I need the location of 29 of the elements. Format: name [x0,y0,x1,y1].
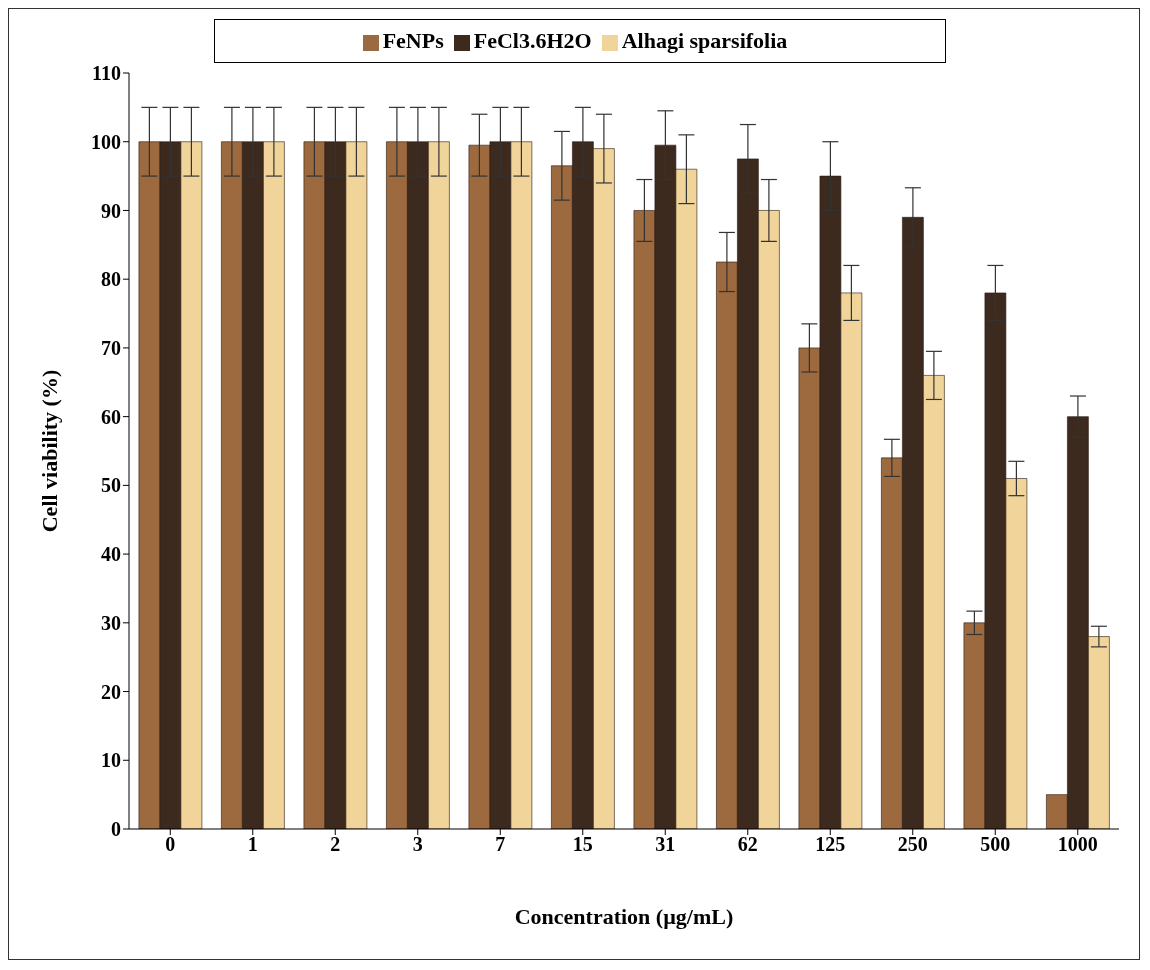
x-tick-label: 2 [330,833,341,856]
legend-label: FeCl3.6H2O [473,28,592,53]
x-tick-label: 31 [655,833,676,856]
y-tick-label: 110 [92,62,121,85]
x-tick-label: 1 [247,833,258,856]
legend-label: FeNPs [382,28,444,53]
y-tick-label: 20 [101,680,121,703]
y-axis-title: Cell viability (%) [36,369,62,533]
legend-label: Alhagi sparsifolia [621,28,788,53]
y-tick-label: 90 [101,199,121,222]
y-tick-label: 40 [101,543,121,566]
x-tick-label: 1000 [1057,833,1098,856]
x-tick-label: 500 [980,833,1011,856]
x-tick-label: 125 [815,833,846,856]
y-tick-label: 80 [101,268,121,291]
y-tick-label: 10 [101,749,121,772]
x-tick-label: 0 [165,833,176,856]
x-tick-label: 15 [572,833,593,856]
x-tick-label: 7 [495,833,506,856]
y-tick-label: 60 [101,405,121,428]
y-tick-label: 50 [101,474,121,497]
y-tick-label: 100 [91,130,121,153]
x-tick-label: 3 [412,833,423,856]
x-axis-title: Concentration (µg/mL) [514,904,734,929]
y-tick-label: 0 [111,818,121,841]
x-tick-label: 250 [897,833,928,856]
x-tick-label: 62 [737,833,758,856]
y-tick-label: 30 [101,611,121,634]
y-tick-label: 70 [101,337,121,360]
